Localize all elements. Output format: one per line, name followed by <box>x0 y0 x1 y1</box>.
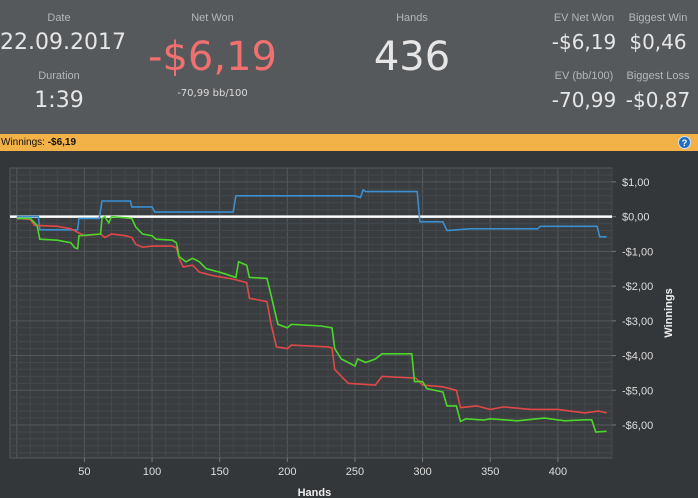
y-tick-label: -$5,00 <box>622 385 653 397</box>
series-line-2 <box>16 215 607 433</box>
date-label: Date <box>47 12 71 24</box>
net-won-value: -$6,19 <box>148 34 277 80</box>
net-won-label: Net Won <box>191 12 234 24</box>
winnings-label: Winnings: <box>1 137 45 148</box>
ev-bb100-label: EV (bb/100) <box>554 70 614 82</box>
x-tick-label: 300 <box>413 466 431 478</box>
biggest-loss-label: Biggest Loss <box>626 70 690 82</box>
winnings-chart: 50 100 150 200 250 300 350 400 $1,00 $0,00 -$1,00 -… <box>9 167 675 498</box>
duration-label: Duration <box>38 70 80 82</box>
y-axis-label: Winnings <box>663 288 675 337</box>
biggest-win-label: Biggest Win <box>628 12 688 24</box>
ev-bb100-value: -70,99 <box>551 88 617 112</box>
x-tick-label: 50 <box>78 466 90 478</box>
series-line-0 <box>16 188 607 238</box>
x-tick-label: 350 <box>481 466 499 478</box>
y-tick-label: -$3,00 <box>622 316 653 328</box>
winnings-value: -$6,19 <box>47 137 77 148</box>
x-tick-label: 150 <box>211 466 229 478</box>
duration-value: 1:39 <box>34 88 84 113</box>
ev-net-won-value: -$6,19 <box>551 30 617 54</box>
x-axis-label: Hands <box>298 487 332 498</box>
y-tick-label: -$2,00 <box>622 281 653 293</box>
x-tick-label: 400 <box>549 466 567 478</box>
question-circle-icon[interactable]: ? <box>678 136 691 149</box>
y-tick-label: $1,00 <box>622 177 650 189</box>
biggest-win-value: $0,46 <box>629 30 687 54</box>
winnings-bar: Winnings: -$6,19 ? <box>0 134 698 151</box>
y-tick-label: $0,00 <box>622 212 650 224</box>
y-tick-label: -$6,00 <box>622 420 653 432</box>
hands-value: 436 <box>373 34 451 80</box>
ev-net-won-label: EV Net Won <box>553 12 615 24</box>
y-tick-label: -$1,00 <box>622 246 653 258</box>
x-tick-label: 250 <box>346 466 364 478</box>
y-tick-label: -$4,00 <box>622 351 653 363</box>
bb100-value: -70,99 bb/100 <box>177 88 248 99</box>
hands-label: Hands <box>396 12 428 24</box>
x-tick-label: 200 <box>278 466 296 478</box>
x-tick-label: 100 <box>143 466 161 478</box>
series-line-1 <box>16 217 607 414</box>
biggest-loss-value: -$0,87 <box>625 88 691 112</box>
session-summary-header: Date 22.09.2017 Duration 1:39 Net Won -$… <box>0 0 698 134</box>
date-value: 22.09.2017 <box>0 30 126 55</box>
